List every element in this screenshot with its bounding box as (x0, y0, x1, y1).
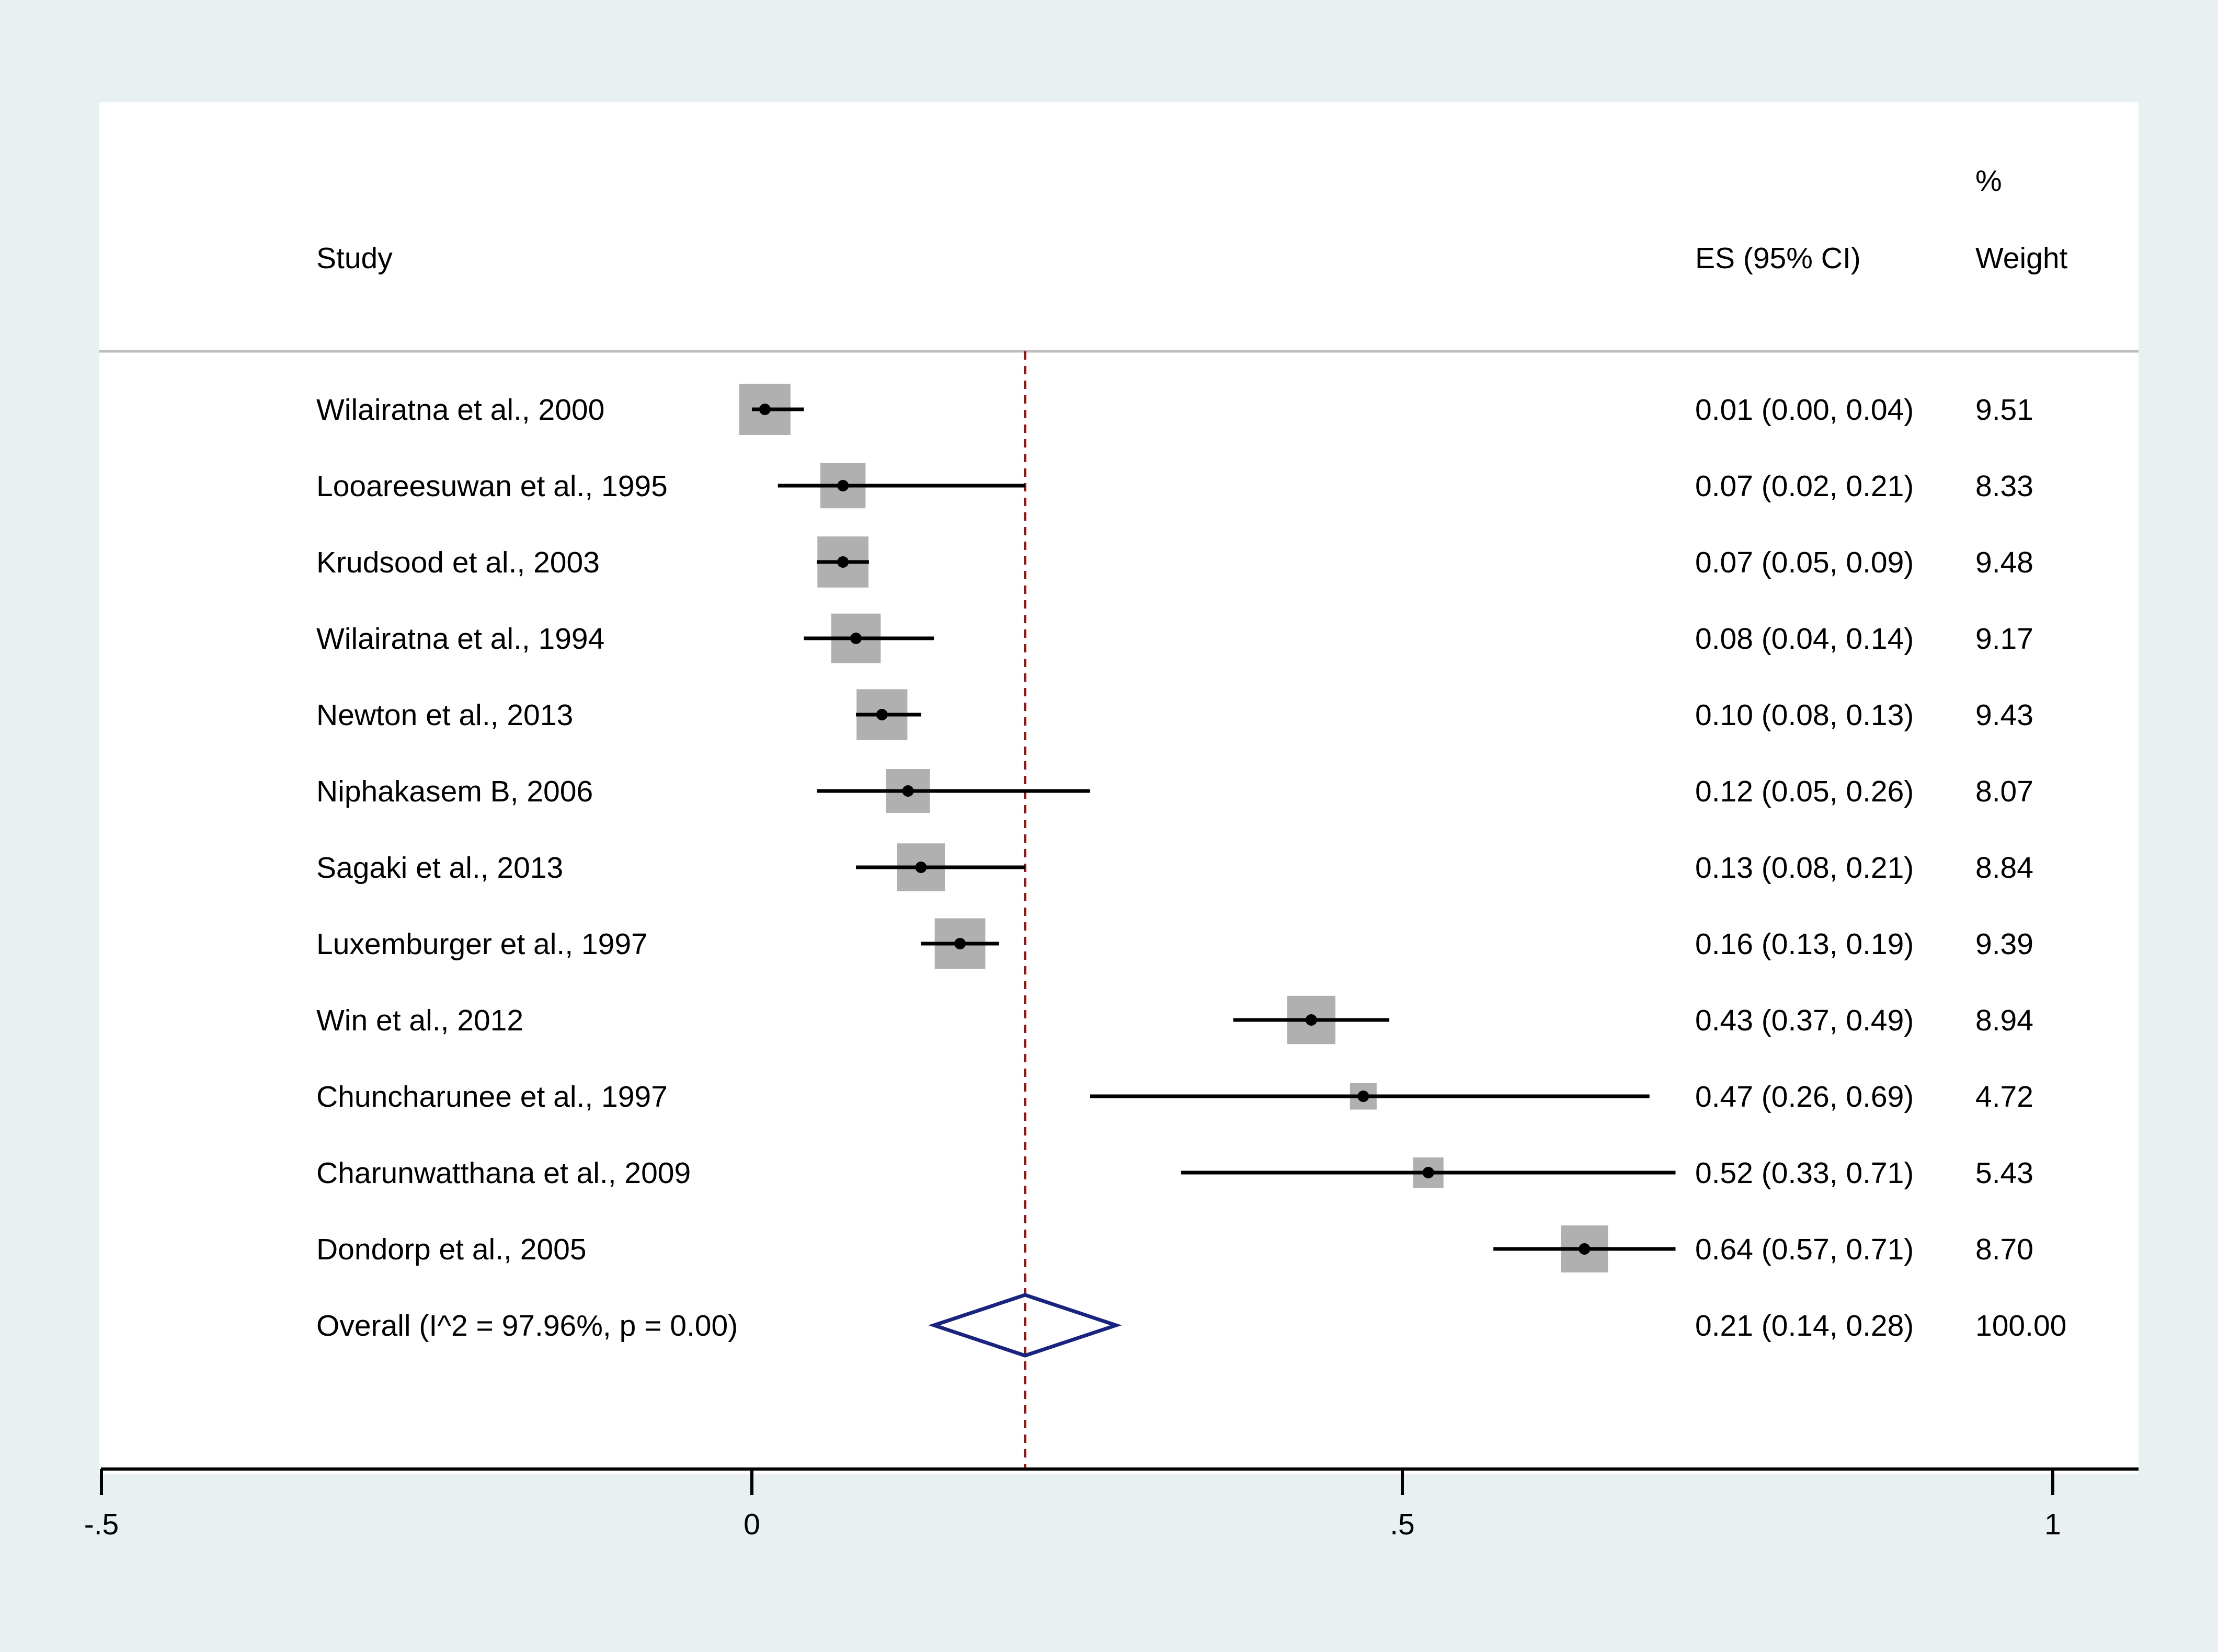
weight-value: 8.07 (1975, 775, 2033, 808)
es-ci-value: 0.10 (0.08, 0.13) (1695, 698, 1914, 732)
overall-weight-value: 100.00 (1975, 1309, 2066, 1343)
study-row: Newton et al., 2013 0.10 (0.08, 0.13) 9.43 (316, 689, 2033, 740)
overall-row: Overall (I^2 = 97.96%, p = 0.00) 0.21 (0.… (316, 1293, 2066, 1358)
overall-diamond (928, 1293, 1122, 1358)
plot-panel (99, 102, 2139, 1474)
study-name: Dondorp et al., 2005 (316, 1233, 587, 1266)
study-name: Wilairatna et al., 2000 (316, 393, 604, 427)
weight-value: 9.17 (1975, 622, 2033, 656)
point-estimate (850, 633, 862, 644)
weight-value: 5.43 (1975, 1156, 2033, 1190)
study-name: Sagaki et al., 2013 (316, 851, 563, 885)
study-name: Chuncharunee et al., 1997 (316, 1080, 668, 1114)
study-row: Wilairatna et al., 2000 0.01 (0.00, 0.04)… (316, 384, 2033, 435)
x-tick-label: .5 (1390, 1508, 1415, 1541)
x-tick-label: -.5 (84, 1508, 119, 1541)
study-row: Krudsood et al., 2003 0.07 (0.05, 0.09) 9.… (316, 536, 2033, 588)
weight-value: 8.70 (1975, 1233, 2033, 1266)
study-row: Chuncharunee et al., 1997 0.47 (0.26, 0.6… (316, 1080, 2033, 1114)
es-ci-value: 0.12 (0.05, 0.26) (1695, 775, 1914, 808)
es-ci-value: 0.13 (0.08, 0.21) (1695, 851, 1914, 885)
es-ci-value: 0.64 (0.57, 0.71) (1695, 1233, 1914, 1266)
weight-value: 9.51 (1975, 393, 2033, 427)
es-ci-value: 0.47 (0.26, 0.69) (1695, 1080, 1914, 1114)
point-estimate (1357, 1091, 1369, 1102)
es-ci-value: 0.07 (0.05, 0.09) (1695, 546, 1914, 579)
x-tick-label: 1 (2044, 1508, 2061, 1541)
study-row: Wilairatna et al., 1994 0.08 (0.04, 0.14)… (316, 613, 2033, 663)
study-name: Charunwatthana et al., 2009 (316, 1156, 691, 1190)
es-ci-value: 0.43 (0.37, 0.49) (1695, 1004, 1914, 1037)
weight-value: 8.94 (1975, 1004, 2033, 1037)
study-row: Luxemburger et al., 1997 0.16 (0.13, 0.19… (316, 918, 2033, 969)
point-estimate (1579, 1243, 1591, 1255)
overall-label: Overall (I^2 = 97.96%, p = 0.00) (316, 1309, 738, 1343)
study-row: Dondorp et al., 2005 0.64 (0.57, 0.71) 8.7… (316, 1225, 2033, 1273)
study-name: Krudsood et al., 2003 (316, 546, 600, 579)
weight-value: 9.43 (1975, 698, 2033, 732)
es-column-header: ES (95% CI) (1695, 242, 1861, 275)
weight-value: 9.39 (1975, 927, 2033, 961)
point-estimate (876, 709, 888, 720)
weight-column-header: Weight (1975, 242, 2068, 275)
weight-value: 8.33 (1975, 469, 2033, 503)
study-name: Looareesuwan et al., 1995 (316, 469, 668, 503)
point-estimate (837, 556, 849, 568)
study-name: Niphakasem B, 2006 (316, 775, 593, 808)
study-row: Looareesuwan et al., 1995 0.07 (0.02, 0.2… (316, 463, 2033, 509)
es-ci-value: 0.01 (0.00, 0.04) (1695, 393, 1914, 427)
point-estimate (954, 938, 966, 949)
study-row: Charunwatthana et al., 2009 0.52 (0.33, 0… (316, 1156, 2033, 1190)
es-ci-value: 0.08 (0.04, 0.14) (1695, 622, 1914, 656)
point-estimate (1422, 1167, 1434, 1178)
point-estimate (837, 480, 849, 491)
weight-value: 4.72 (1975, 1080, 2033, 1114)
study-name: Luxemburger et al., 1997 (316, 927, 648, 961)
study-name: Newton et al., 2013 (316, 698, 573, 732)
study-name: Win et al., 2012 (316, 1004, 523, 1037)
study-row: Sagaki et al., 2013 0.13 (0.08, 0.21) 8.84 (316, 843, 2033, 891)
study-row: Win et al., 2012 0.43 (0.37, 0.49) 8.94 (316, 995, 2033, 1045)
weight-value: 9.48 (1975, 546, 2033, 579)
overall-es-ci-value: 0.21 (0.14, 0.28) (1695, 1309, 1914, 1343)
x-tick-label: 0 (744, 1508, 760, 1541)
es-ci-value: 0.16 (0.13, 0.19) (1695, 927, 1914, 961)
es-ci-value: 0.52 (0.33, 0.71) (1695, 1156, 1914, 1190)
es-ci-value: 0.07 (0.02, 0.21) (1695, 469, 1914, 503)
study-name: Wilairatna et al., 1994 (316, 622, 604, 656)
weight-percent-header: % (1975, 164, 2002, 198)
point-estimate (1305, 1014, 1317, 1026)
weight-value: 8.84 (1975, 851, 2033, 885)
point-estimate (759, 404, 771, 415)
study-row: Niphakasem B, 2006 0.12 (0.05, 0.26) 8.07 (316, 769, 2033, 813)
study-column-header: Study (316, 242, 393, 275)
point-estimate (902, 785, 914, 797)
point-estimate (915, 862, 927, 873)
